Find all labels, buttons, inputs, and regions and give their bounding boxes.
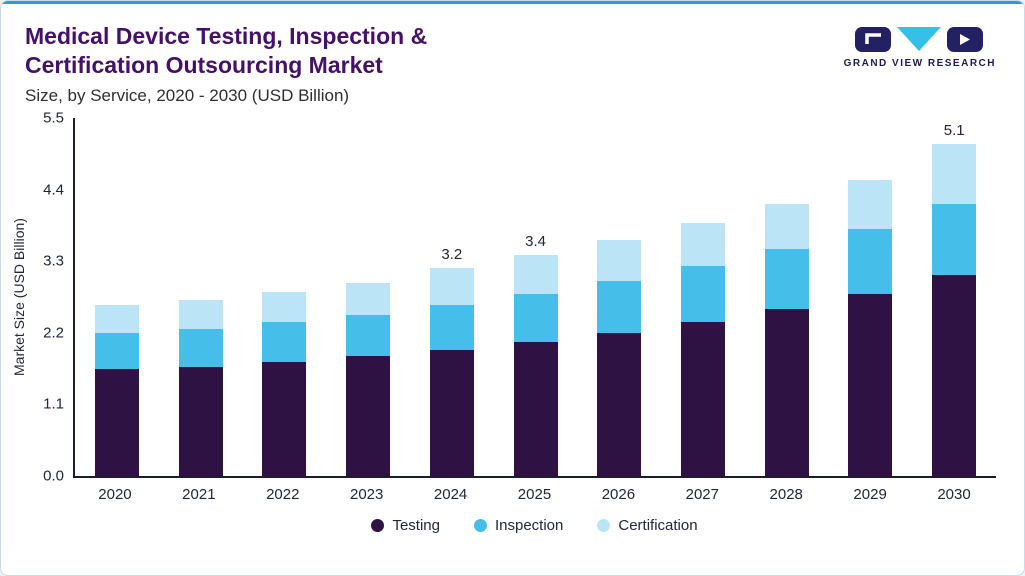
bar-segment-testing bbox=[848, 293, 893, 476]
bar-segment-inspection bbox=[94, 332, 139, 369]
bar-segment-certification bbox=[848, 179, 893, 229]
bar-group bbox=[159, 118, 243, 476]
x-tick-label: 2029 bbox=[853, 485, 887, 503]
bar-group: 3.2 bbox=[410, 118, 494, 476]
y-tick-label: 5.5 bbox=[43, 109, 64, 127]
title-line-2: Certification Outsourcing Market bbox=[25, 51, 383, 78]
bar-segment-testing bbox=[513, 341, 558, 476]
bar-total-label: 3.4 bbox=[525, 232, 546, 250]
bar-segment-inspection bbox=[764, 248, 809, 310]
y-axis-title: Market Size (USD Billion) bbox=[11, 217, 27, 376]
logo-shapes-icon bbox=[854, 27, 983, 52]
legend-swatch bbox=[597, 518, 611, 532]
bar-segment-testing bbox=[262, 362, 307, 476]
y-tick-label: 3.3 bbox=[43, 252, 64, 270]
bar-segment-testing bbox=[94, 368, 139, 476]
x-tick-label: 2021 bbox=[182, 485, 216, 503]
x-axis-labels: 2020 2021 2022 2023 2024 2025 2026 2027 2028 2029… bbox=[73, 486, 996, 503]
bar-group bbox=[577, 118, 661, 476]
bar-segment-certification bbox=[262, 292, 307, 323]
legend-label: Inspection bbox=[494, 516, 564, 534]
bar-segment-certification bbox=[681, 223, 725, 266]
header: Medical Device Testing, Inspection & Cer… bbox=[1, 4, 1024, 106]
x-tick-label: 2026 bbox=[601, 485, 636, 503]
bar-segment-certification bbox=[94, 305, 139, 333]
title-line-1: Medical Device Testing, Inspection & bbox=[25, 23, 428, 49]
bar-group bbox=[326, 118, 410, 476]
plot-column: 3.2 3.4 5.1 2020 2021 2022 2023 2024 2025 2026 20… bbox=[73, 117, 996, 534]
x-tick-label: 2023 bbox=[349, 485, 384, 503]
bar-total-label: 3.2 bbox=[441, 245, 463, 263]
bar-segment-inspection bbox=[848, 228, 893, 294]
bar-segment-testing bbox=[346, 356, 391, 476]
plot-area: 3.2 3.4 5.1 bbox=[73, 117, 996, 478]
bar-segment-inspection bbox=[681, 265, 725, 323]
x-tick-label: 2020 bbox=[98, 485, 132, 503]
x-tick-label: 2028 bbox=[769, 485, 803, 503]
legend-swatch bbox=[371, 518, 385, 532]
y-axis-ticks: 0.0 1.1 2.2 3.3 4.4 5.5 bbox=[27, 109, 73, 484]
bar-group bbox=[745, 118, 829, 476]
bar-group bbox=[661, 118, 745, 476]
bar-group bbox=[829, 118, 913, 476]
bar-segment-inspection bbox=[178, 328, 223, 367]
bar-segment-inspection bbox=[597, 280, 642, 333]
y-tick-label: 1.1 bbox=[43, 395, 64, 413]
bar-segment-testing bbox=[764, 309, 809, 476]
legend-label: Certification bbox=[618, 516, 698, 534]
bar-segment-testing bbox=[597, 332, 642, 476]
page-title: Medical Device Testing, Inspection & Cer… bbox=[25, 22, 427, 80]
y-tick-label: 2.2 bbox=[43, 324, 64, 342]
legend-item-testing: Testing bbox=[371, 517, 440, 534]
bar-segment-certification bbox=[429, 267, 474, 305]
bar-segment-testing bbox=[429, 350, 474, 476]
bar-group bbox=[75, 118, 159, 476]
y-tick-label: 4.4 bbox=[43, 181, 64, 199]
bar-group: 5.1 bbox=[912, 118, 996, 476]
bar-segment-certification bbox=[764, 203, 809, 249]
x-tick-label: 2022 bbox=[266, 485, 300, 503]
x-tick-label: 2024 bbox=[433, 485, 468, 503]
bar-segment-testing bbox=[681, 322, 725, 476]
y-tick-label: 0.0 bbox=[43, 467, 64, 485]
legend-item-certification: Certification bbox=[597, 516, 698, 534]
x-tick-label: 2027 bbox=[685, 485, 719, 503]
bar-segment-testing bbox=[932, 275, 977, 476]
bar-segment-testing bbox=[178, 366, 223, 476]
bar-segment-certification bbox=[597, 240, 642, 281]
logo-wordmark: GRAND VIEW RESEARCH bbox=[843, 58, 996, 69]
top-accent-line bbox=[1, 1, 1024, 4]
title-block: Medical Device Testing, Inspection & Cer… bbox=[25, 22, 427, 106]
bar-segment-inspection bbox=[346, 314, 391, 357]
bar-segment-certification bbox=[178, 300, 223, 329]
legend-swatch bbox=[473, 518, 487, 532]
legend: Testing Inspection Certification bbox=[73, 517, 996, 534]
bar-group bbox=[242, 118, 326, 476]
bar-segment-inspection bbox=[262, 322, 307, 363]
x-tick-label: 2025 bbox=[517, 485, 552, 503]
chart-area: Market Size (USD Billion) 0.0 1.1 2.2 3.3 4.… bbox=[1, 106, 1024, 534]
bar-segment-certification bbox=[932, 144, 977, 204]
bar-segment-certification bbox=[346, 283, 391, 315]
bar-group: 3.4 bbox=[494, 118, 578, 476]
grand-view-research-logo: GRAND VIEW RESEARCH bbox=[844, 26, 996, 69]
x-tick-label: 2030 bbox=[937, 485, 971, 503]
bar-segment-inspection bbox=[429, 304, 474, 351]
bar-total-label: 5.1 bbox=[943, 122, 965, 139]
bar-segment-inspection bbox=[932, 203, 977, 276]
bar-segment-certification bbox=[513, 254, 558, 294]
legend-item-inspection: Inspection bbox=[473, 516, 564, 534]
bar-segment-inspection bbox=[513, 293, 558, 342]
chart-subtitle: Size, by Service, 2020 - 2030 (USD Billi… bbox=[25, 85, 350, 105]
legend-label: Testing bbox=[392, 516, 440, 534]
